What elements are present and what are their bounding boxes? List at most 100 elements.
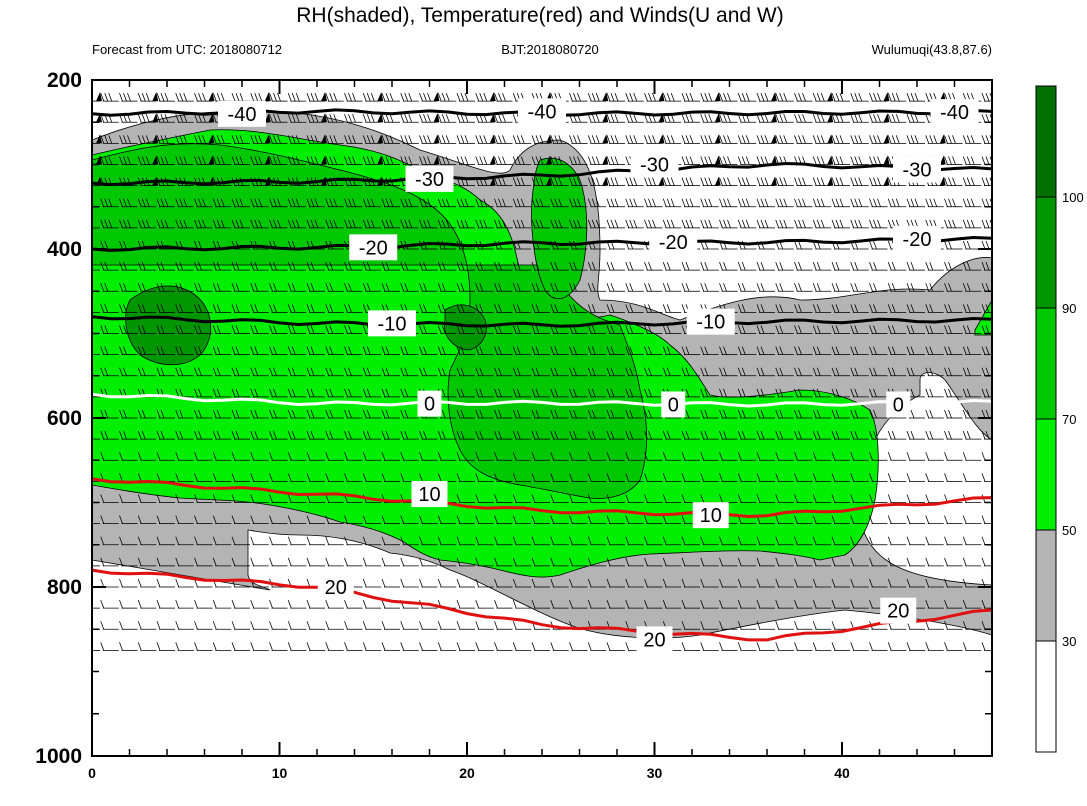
barb-feather xyxy=(269,536,273,545)
barb-feather xyxy=(812,621,817,630)
temperature-contour xyxy=(92,235,992,253)
barb-feather xyxy=(344,198,348,207)
barb-feather xyxy=(869,283,873,292)
barb-feather xyxy=(366,409,371,419)
barb-pennant xyxy=(321,134,327,144)
barb-pennant xyxy=(658,176,665,186)
barb-feather xyxy=(160,261,165,271)
barb-feather xyxy=(254,156,259,165)
barb-feather xyxy=(381,515,386,524)
barb-feather xyxy=(625,473,630,482)
barb-feather xyxy=(437,261,442,271)
barb-feather xyxy=(970,198,975,207)
barb-feather xyxy=(595,135,600,144)
barb-feather xyxy=(962,367,967,376)
barb-feather xyxy=(531,283,536,292)
barb-feather xyxy=(719,536,723,545)
barb-feather xyxy=(644,599,648,609)
barb-feather xyxy=(625,114,630,123)
barb-feather xyxy=(287,156,292,165)
barb-feather xyxy=(606,346,611,355)
rh-region-70-90 xyxy=(92,143,648,499)
barb-feather xyxy=(610,430,615,440)
barb-feather xyxy=(764,198,769,207)
barb-feather xyxy=(805,80,806,81)
barb-feather xyxy=(137,325,142,334)
barb-feather xyxy=(381,599,386,609)
barb-feather xyxy=(854,92,859,102)
barb-feather xyxy=(685,367,690,376)
barb-feather xyxy=(812,452,817,461)
contour-label-text: 20 xyxy=(643,629,665,651)
barb-feather xyxy=(812,156,817,165)
barb-feather xyxy=(194,325,198,334)
barb-feather xyxy=(798,346,802,355)
barb-feather xyxy=(760,367,765,376)
barb-feather xyxy=(277,156,281,165)
barb-feather xyxy=(850,261,855,271)
barb-feather xyxy=(966,304,971,313)
barb-feather xyxy=(381,198,386,207)
barb-feather xyxy=(531,156,536,165)
barb-feather xyxy=(310,283,315,292)
barb-feather xyxy=(704,156,709,165)
barb-feather xyxy=(561,80,562,81)
barb-feather xyxy=(798,198,802,207)
barb-feather xyxy=(212,198,217,207)
barb-feather xyxy=(310,92,315,102)
barb-feather xyxy=(981,135,986,144)
barb-feather xyxy=(216,156,221,165)
barb-feather xyxy=(850,198,855,207)
barb-feather xyxy=(550,388,555,398)
barb-feather xyxy=(944,156,948,165)
contour-label-text: 0 xyxy=(893,394,904,416)
barb-feather xyxy=(385,430,390,440)
barb-feather xyxy=(163,80,164,81)
barb-feather xyxy=(287,515,292,524)
barb-feather xyxy=(760,135,765,144)
barb-feather xyxy=(381,92,386,102)
barb-feather xyxy=(782,80,783,81)
barb-pennant xyxy=(209,71,215,80)
barb-feather xyxy=(194,156,198,165)
contour-label: 20 xyxy=(636,626,673,653)
barb-feather xyxy=(194,283,198,292)
barb-feather xyxy=(587,557,592,567)
barb-feather xyxy=(644,452,648,461)
barb-feather xyxy=(812,515,817,524)
barb-feather xyxy=(100,599,105,609)
barb-feather xyxy=(554,261,559,271)
barb-feather xyxy=(381,557,386,567)
barb-feather xyxy=(306,219,311,229)
barb-feather xyxy=(850,156,855,165)
barb-feather xyxy=(82,241,85,249)
barb-feather xyxy=(82,579,85,587)
barb-feather xyxy=(295,135,300,144)
barb-feather xyxy=(156,409,161,419)
barb-feather xyxy=(737,92,742,102)
barb-feather xyxy=(269,515,273,524)
barb-feather xyxy=(850,578,855,588)
barb-feather xyxy=(194,621,198,630)
barb-feather xyxy=(816,156,821,165)
barb-feather xyxy=(494,156,498,165)
barb-pennant xyxy=(827,113,834,123)
colorbar-label: 70 xyxy=(1062,412,1076,427)
barb-feather xyxy=(873,135,877,144)
barb-feather xyxy=(558,135,563,144)
barb-feather xyxy=(423,367,427,376)
contour-label: -10 xyxy=(368,310,416,337)
barb-feather xyxy=(798,325,802,334)
barb-feather xyxy=(389,92,394,102)
barb-feather xyxy=(419,219,423,229)
barb-feather xyxy=(779,388,784,398)
barb-feather xyxy=(306,536,311,545)
barb-feather xyxy=(119,557,123,567)
barb-feather xyxy=(962,557,967,567)
barb-feather xyxy=(156,92,161,102)
barb-feather xyxy=(479,156,484,165)
barb-feather xyxy=(82,220,85,228)
barb-feather xyxy=(929,388,934,398)
barb-feather xyxy=(925,346,930,355)
